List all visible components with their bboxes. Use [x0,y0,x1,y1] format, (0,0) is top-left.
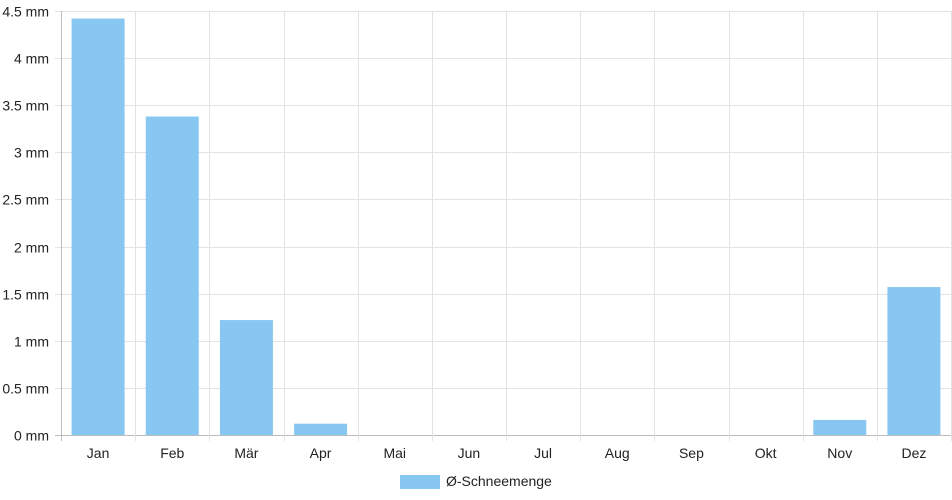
bar-mär[interactable] [219,320,273,435]
x-tick-label: Jul [534,445,552,461]
bar-feb[interactable] [145,116,199,435]
legend[interactable]: Ø-Schneemenge [400,473,552,489]
x-tick-label: Mai [383,445,406,461]
y-tick-label: 3.5 mm [2,98,49,114]
legend-label: Ø-Schneemenge [446,473,552,489]
legend-swatch [400,475,440,489]
x-tick-label: Dez [901,445,926,461]
x-tick-label: Okt [755,445,777,461]
x-tick-label: Aug [605,445,630,461]
x-tick-label: Sep [679,445,704,461]
y-tick-label: 2 mm [14,240,49,256]
x-tick-label: Apr [310,445,332,461]
y-tick-label: 0 mm [14,428,49,444]
x-tick-label: Feb [160,445,184,461]
y-tick-label: 1 mm [14,334,49,350]
axis-layer: 0 mm 0.5 mm 1 mm 1.5 mm 2 mm 2.5 mm 3 mm 3.5 mm… [2,4,926,462]
y-tick-label: 2.5 mm [2,192,49,208]
x-tick-label: Jan [87,445,110,461]
x-tick-label: Nov [827,445,852,461]
x-tick-label: Mär [234,445,258,461]
bar-layer [71,18,941,435]
bar-dez[interactable] [887,287,941,435]
y-tick-label: 4.5 mm [2,4,49,20]
y-tick-label: 4 mm [14,51,49,67]
x-tick-label: Jun [458,445,481,461]
bar-apr[interactable] [294,423,348,435]
y-tick-label: 1.5 mm [2,287,49,303]
bar-nov[interactable] [813,419,867,435]
y-tick-label: 3 mm [14,145,49,161]
y-tick-label: 0.5 mm [2,381,49,397]
bar-jan[interactable] [71,18,125,435]
